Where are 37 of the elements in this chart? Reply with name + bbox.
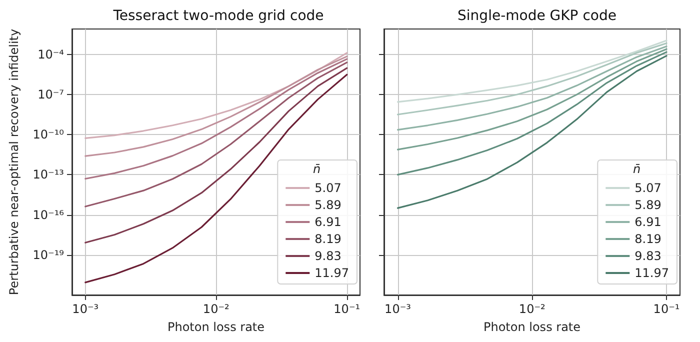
line-series — [84, 56, 348, 157]
legend-label: 5.07 — [634, 181, 662, 195]
legend-label: 5.07 — [314, 181, 342, 195]
legend-label: 6.91 — [634, 215, 662, 229]
y-tick-label: 10⁻⁷ — [38, 88, 64, 102]
line-series — [84, 58, 348, 180]
x-tick-label: 10⁻¹ — [334, 302, 360, 316]
y-tick-label: 10⁻¹⁶ — [32, 208, 64, 222]
x-tick-label: 10⁻³ — [72, 302, 99, 316]
x-axis-title: Photon loss rate — [167, 320, 265, 334]
legend-label: 6.91 — [314, 215, 342, 229]
y-tick-label: 10⁻¹⁹ — [32, 248, 64, 262]
y-axis-title: Perturbative near-optimal recovery infidelity — [7, 28, 21, 296]
legend-label: 11.97 — [634, 266, 670, 280]
chart-title: Single-mode GKP code — [458, 8, 616, 24]
x-tick-label: 10⁻¹ — [653, 302, 680, 316]
legend-label: 9.83 — [314, 249, 342, 263]
legend-label: 8.19 — [314, 232, 342, 246]
legend-title: n̄ — [313, 162, 321, 176]
y-tick-label: 10⁻¹⁰ — [32, 128, 64, 142]
legend-label: 9.83 — [634, 249, 662, 263]
line-series — [84, 62, 348, 208]
x-axis-title: Photon loss rate — [483, 320, 581, 334]
legend-label: 5.89 — [634, 198, 662, 212]
x-tick-label: 10⁻² — [202, 302, 230, 316]
y-tick-label: 10⁻⁴ — [38, 47, 64, 62]
legend-label: 8.19 — [634, 232, 662, 246]
legend-label: 11.97 — [314, 266, 350, 280]
line-series — [84, 52, 348, 139]
line-series — [84, 74, 348, 284]
line-series — [84, 67, 348, 244]
legend-label: 5.89 — [314, 198, 342, 212]
y-tick-label: 10⁻¹³ — [32, 168, 64, 182]
x-tick-label: 10⁻³ — [384, 302, 412, 316]
legend-title: n̄ — [633, 162, 641, 176]
chart-title: Tesseract two-mode grid code — [112, 8, 324, 24]
x-tick-label: 10⁻² — [518, 302, 546, 316]
